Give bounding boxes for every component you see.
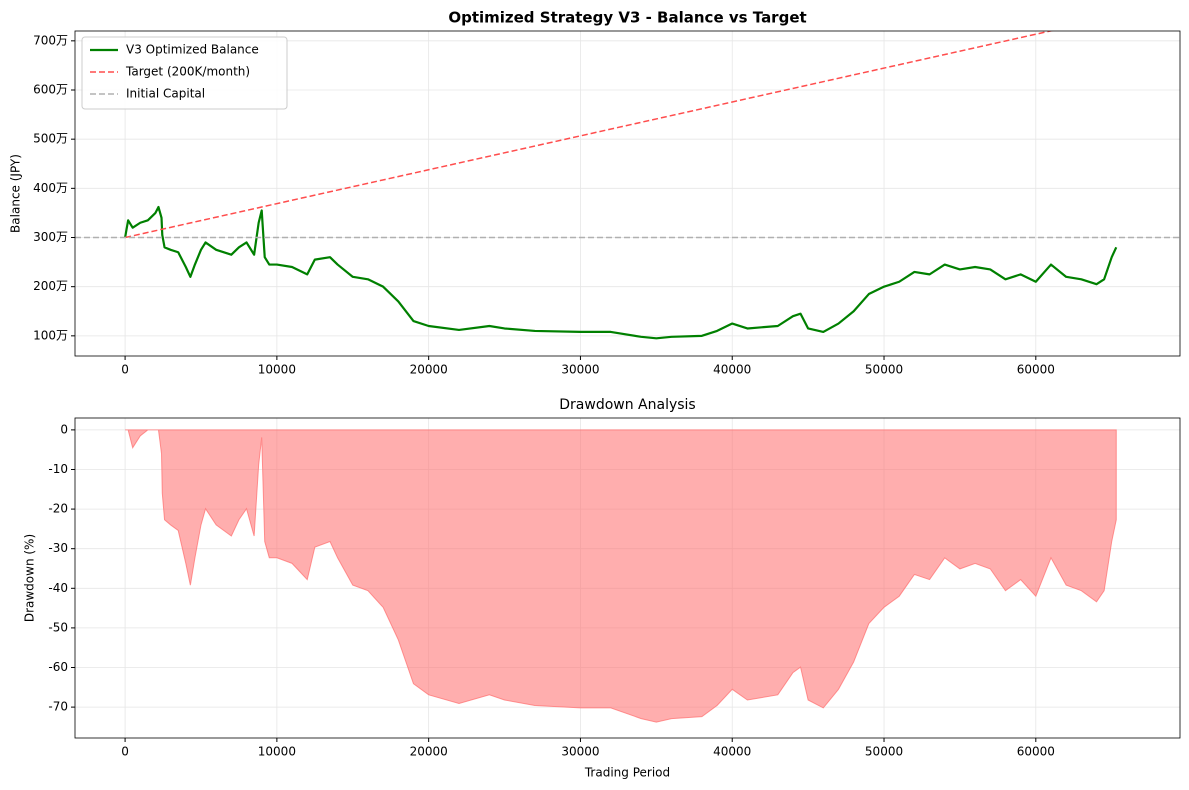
x-tick-label: 50000 xyxy=(865,745,903,759)
x-tick-label: 20000 xyxy=(410,363,448,377)
x-tick-label: 20000 xyxy=(410,745,448,759)
series-line xyxy=(124,31,1054,239)
subplot: Drawdown Analysis 0 10000 20000 30000 40000 50… xyxy=(23,397,1181,780)
y-tick-label: 500万 xyxy=(33,132,68,146)
x-tick-label: 30000 xyxy=(561,745,599,759)
plot-area xyxy=(125,429,1117,723)
y-tick-label: 200万 xyxy=(33,279,68,293)
y-tick-label: -30 xyxy=(48,541,68,555)
x-tick-label: 60000 xyxy=(1017,363,1055,377)
y-tick-label: 100万 xyxy=(33,328,68,342)
y-tick-label: -40 xyxy=(48,581,68,595)
series-line xyxy=(124,205,1118,340)
y-tick-label: 0 xyxy=(60,422,68,436)
y-tick-label: -20 xyxy=(48,502,68,516)
legend: V3 Optimized Balance Target (200K/month) I… xyxy=(81,36,288,110)
x-tick-label: 40000 xyxy=(713,363,751,377)
axes-frame xyxy=(74,417,1181,739)
axes-frame xyxy=(74,30,1181,357)
x-tick-label: 10000 xyxy=(258,745,296,759)
x-axis-label: Trading Period xyxy=(584,766,670,780)
plot-area xyxy=(75,31,1180,340)
chart-title: Optimized Strategy V3 - Balance vs Targe… xyxy=(448,9,806,27)
drawdown-area xyxy=(125,429,1117,723)
legend-label: Initial Capital xyxy=(126,87,205,101)
y-tick-label: 600万 xyxy=(33,83,68,97)
y-tick-label: 300万 xyxy=(33,230,68,244)
y-tick-label: -10 xyxy=(48,462,68,476)
y-tick-label: 700万 xyxy=(33,33,68,47)
y-axis-label: Drawdown (%) xyxy=(23,534,37,622)
x-tick-label: 40000 xyxy=(713,745,751,759)
x-tick-label: 50000 xyxy=(865,363,903,377)
legend-box xyxy=(81,36,288,110)
subplot: Optimized Strategy V3 - Balance vs Targe… xyxy=(9,9,1181,377)
x-tick-label: 30000 xyxy=(561,363,599,377)
x-tick-label: 0 xyxy=(121,745,129,759)
y-tick-label: 400万 xyxy=(33,181,68,195)
legend-label: V3 Optimized Balance xyxy=(126,43,259,57)
legend-label: Target (200K/month) xyxy=(125,65,250,79)
x-tick-label: 0 xyxy=(121,363,129,377)
y-tick-label: -70 xyxy=(48,700,68,714)
x-tick-label: 10000 xyxy=(258,363,296,377)
y-tick-label: -50 xyxy=(48,620,68,634)
y-tick-label: -60 xyxy=(48,660,68,674)
chart-title: Drawdown Analysis xyxy=(559,397,695,413)
x-tick-label: 60000 xyxy=(1017,745,1055,759)
y-axis-label: Balance (JPY) xyxy=(9,154,23,233)
